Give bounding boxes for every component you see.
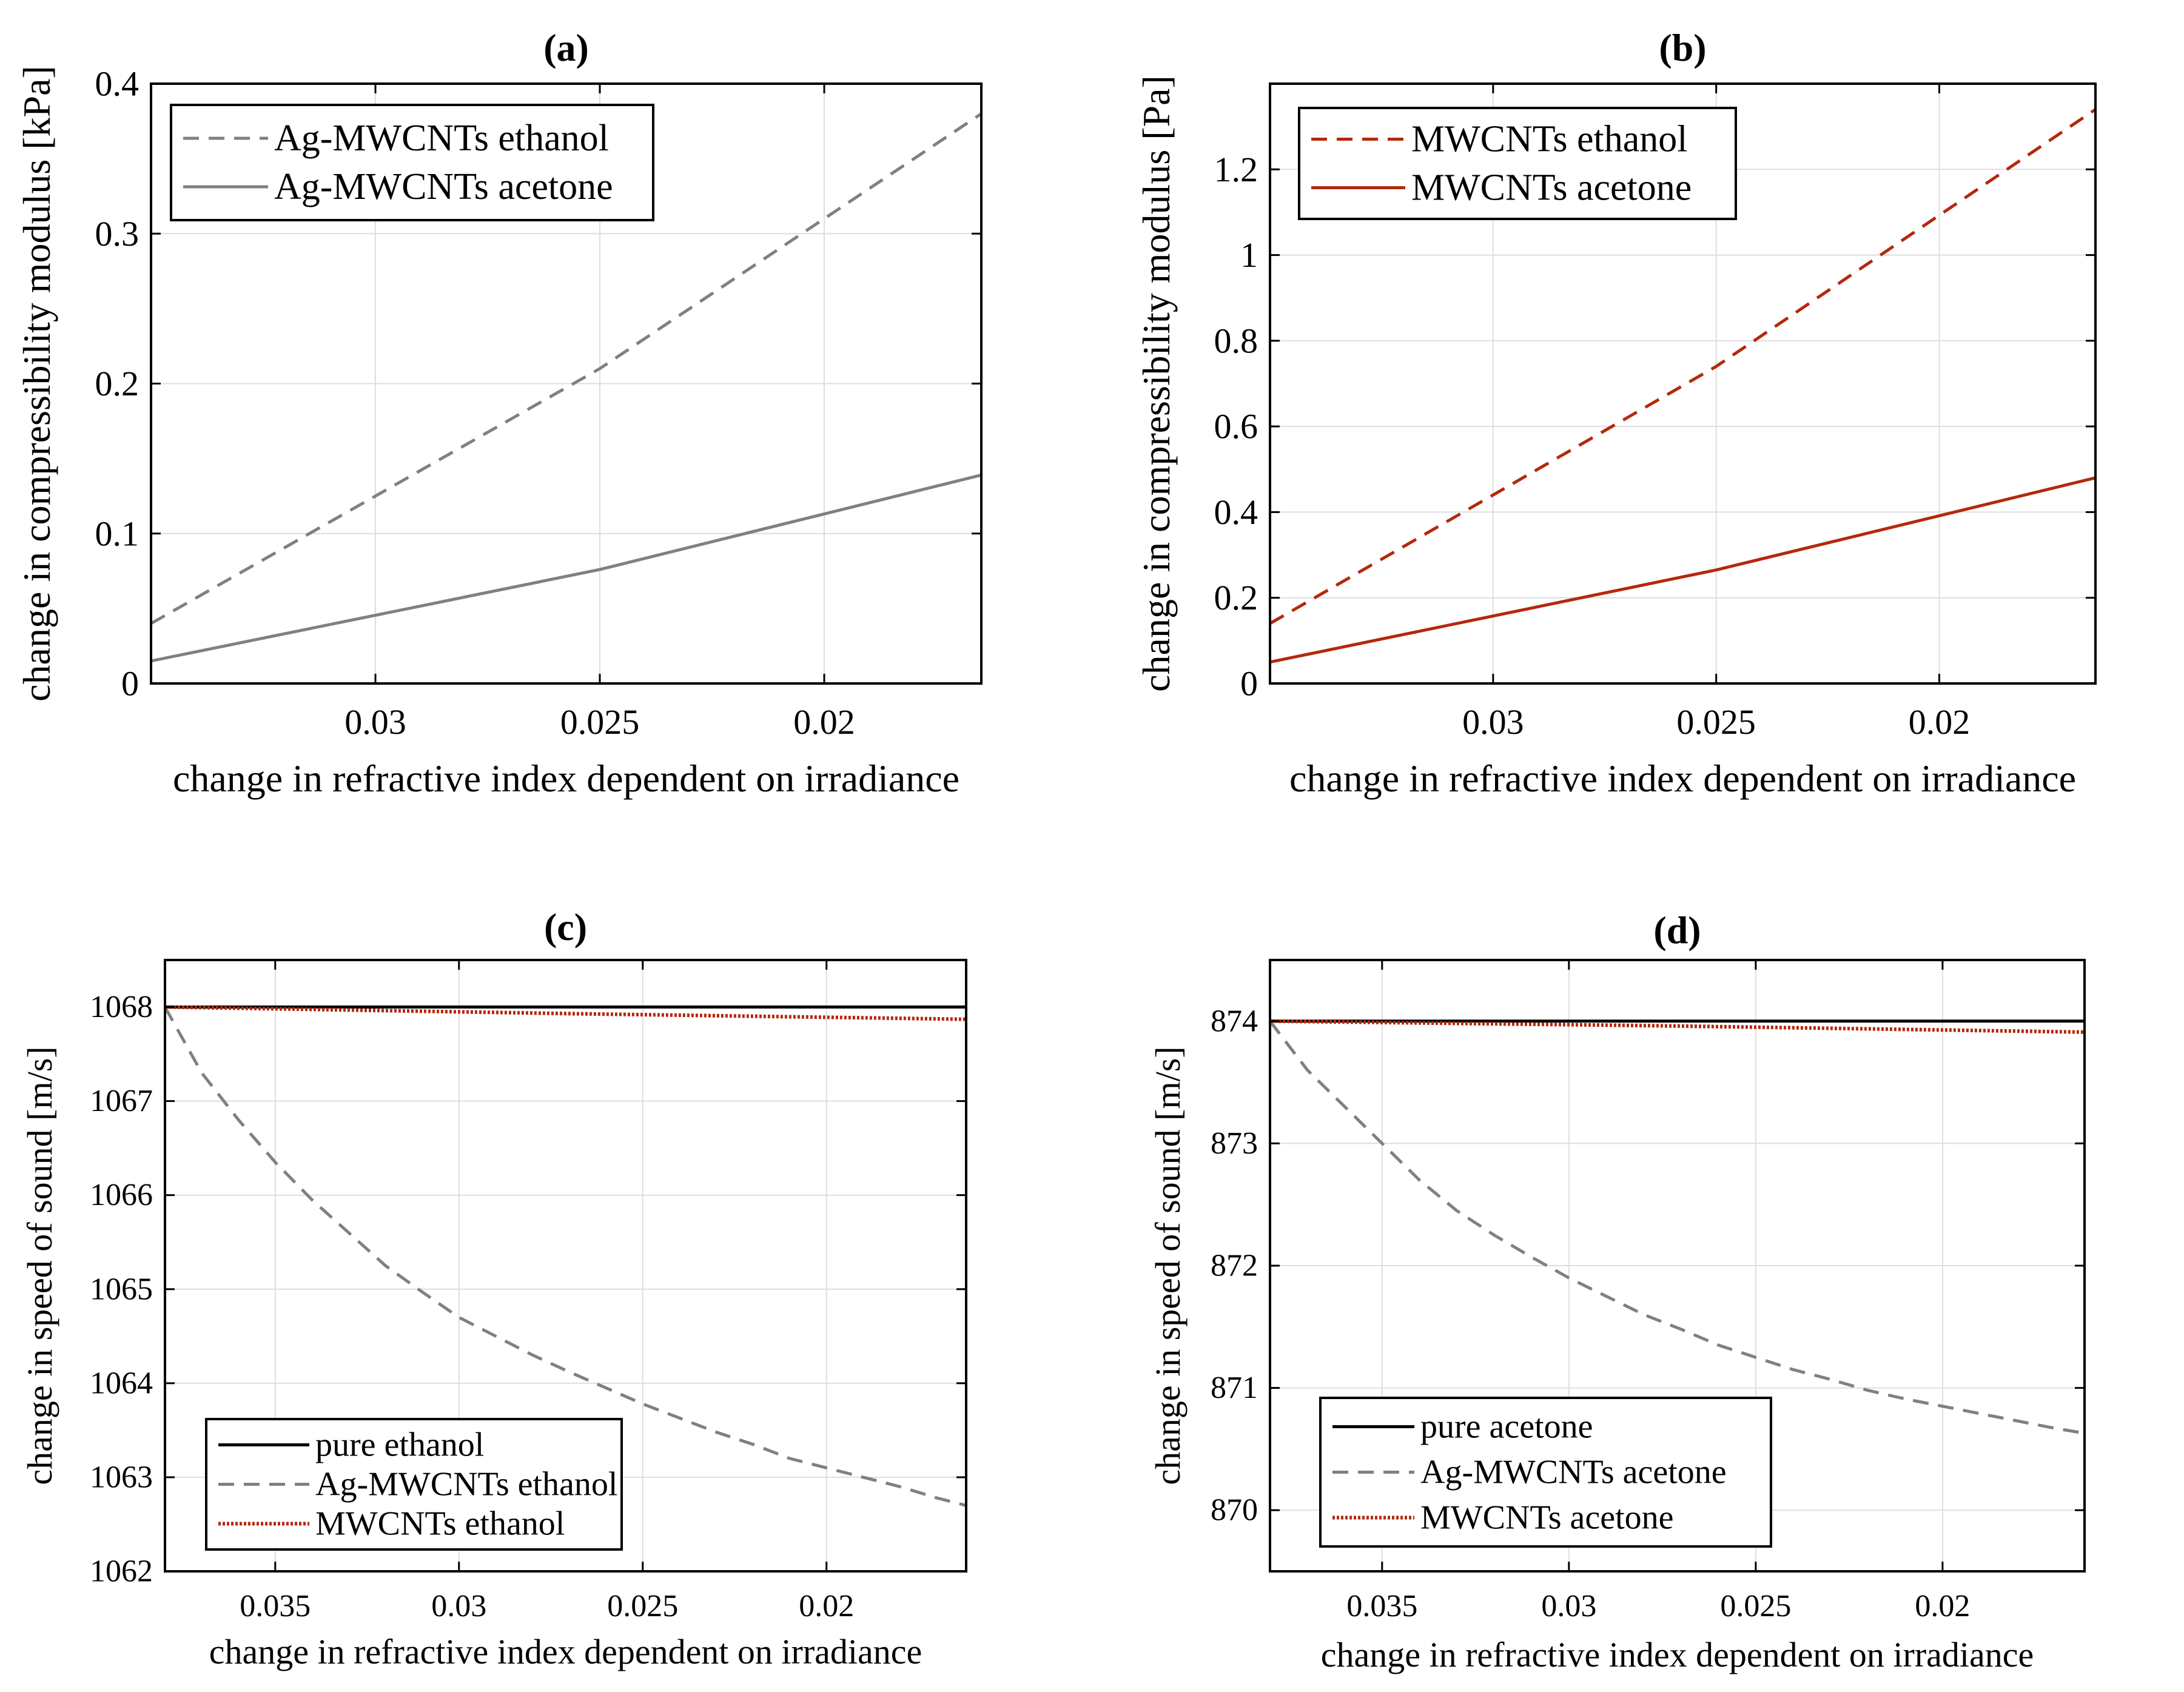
y-axis-label: change in compressibility modulus [Pa]: [1135, 75, 1178, 692]
y-tick-label: 0.2: [95, 364, 139, 403]
chart-panel-d: 0.035 0.03 0.025 0.02 870 871 872 873 874 (d) chan…: [1148, 908, 2086, 1674]
series-line-a-0: [150, 112, 983, 625]
legend-label: Ag-MWCNTs acetone: [1420, 1454, 1727, 1491]
plot-frame: [164, 959, 967, 1573]
y-tick-label: 1063: [90, 1460, 153, 1494]
legend-label: MWCNTs ethanol: [1411, 119, 1687, 160]
x-tick-label: 0.02: [799, 1589, 854, 1623]
plot-frame: [1269, 82, 2097, 685]
x-tick-label: 0.035: [240, 1589, 311, 1623]
legend: Ag-MWCNTs ethanol Ag-MWCNTs acetone: [170, 104, 654, 221]
legend-label: MWCNTs acetone: [1411, 167, 1692, 209]
y-axis-label: change in compressibility modulus [kPa]: [15, 65, 58, 702]
x-tick-label: 0.03: [344, 702, 406, 742]
y-tick-label: 1.2: [1214, 150, 1258, 189]
y-tick-label: 872: [1211, 1249, 1258, 1283]
x-tick-label: 0.03: [1462, 702, 1524, 742]
chart-title: (a): [543, 26, 589, 69]
y-axis-label: change in speed of sound [m/s]: [1148, 1046, 1188, 1485]
y-tick-label: 870: [1211, 1493, 1258, 1528]
y-tick-label: 0.4: [95, 64, 139, 104]
legend-label: Ag-MWCNTs acetone: [274, 166, 613, 207]
y-tick-label: 0: [1240, 664, 1258, 703]
x-tick-label: 0.035: [1346, 1589, 1417, 1623]
x-tick-label: 0.02: [1909, 702, 1971, 742]
chart-panel-b: 0.03 0.025 0.02 0 0.2 0.4 0.6 0.8 1 1.2 (b) change …: [1135, 26, 2097, 800]
x-tick-label: 0.02: [793, 702, 855, 742]
legend: MWCNTs ethanol MWCNTs acetone: [1298, 107, 1737, 220]
legend: pure acetone Ag-MWCNTs acetone MWCNTs acet…: [1319, 1397, 1772, 1548]
series-line-c-2: [164, 1005, 967, 1021]
y-tick-label: 1068: [90, 990, 153, 1024]
legend-box: [1319, 1397, 1772, 1548]
chart-title: (c): [544, 905, 587, 948]
series-line-d-1: [1269, 1020, 2085, 1435]
y-tick-label: 0.4: [1214, 492, 1258, 532]
series-line-a-1: [150, 473, 982, 663]
x-tick-label: 0.03: [1541, 1589, 1596, 1623]
series-line-b-1: [1269, 476, 2096, 664]
y-tick-label: 873: [1211, 1126, 1258, 1161]
y-tick-label: 0.8: [1214, 321, 1258, 360]
series-line-c-1: [163, 1006, 967, 1507]
legend-box: [1298, 107, 1737, 220]
x-tick-label: 0.025: [1720, 1589, 1791, 1623]
legend-box: [170, 104, 654, 221]
y-axis-label: change in speed of sound [m/s]: [20, 1046, 59, 1485]
x-axis-label: change in refractive index dependent on …: [209, 1632, 922, 1671]
y-tick-label: 874: [1211, 1004, 1258, 1038]
y-tick-label: 0: [121, 664, 139, 703]
chart-panel-c: 0.035 0.03 0.025 0.02 1062 1063 1064 1065 1066 10…: [20, 905, 967, 1671]
legend-label: pure acetone: [1420, 1408, 1593, 1446]
series-line-d-2: [1269, 1019, 2085, 1034]
y-tick-label: 871: [1211, 1371, 1258, 1405]
y-tick-label: 1067: [90, 1084, 153, 1118]
y-tick-label: 1: [1240, 235, 1258, 275]
y-tick-label: 0.6: [1214, 407, 1258, 446]
x-tick-label: 0.025: [1676, 702, 1756, 742]
legend-label: Ag-MWCNTs ethanol: [315, 1466, 617, 1503]
x-tick-label: 0.03: [431, 1589, 486, 1623]
x-tick-label: 0.025: [607, 1589, 678, 1623]
x-axis-label: change in refractive index dependent on …: [1289, 757, 2076, 800]
x-tick-label: 0.02: [1915, 1589, 1970, 1623]
y-tick-label: 1065: [90, 1272, 153, 1306]
y-tick-label: 0.2: [1214, 578, 1258, 617]
x-axis-label: change in refractive index dependent on …: [1321, 1635, 2034, 1674]
y-tick-label: 0.1: [95, 514, 139, 553]
series-line-b-0: [1269, 108, 2097, 625]
legend-label: MWCNTs ethanol: [315, 1505, 565, 1543]
chart-title: (d): [1653, 908, 1701, 952]
y-tick-label: 0.3: [95, 214, 139, 253]
chart-panel-a: 0.03 0.025 0.02 0 0.1 0.2 0.3 0.4 (a) change in r…: [15, 26, 983, 800]
y-tick-label: 1062: [90, 1554, 153, 1589]
legend-label: pure ethanol: [315, 1426, 484, 1464]
legend-label: Ag-MWCNTs ethanol: [274, 118, 609, 159]
x-tick-label: 0.025: [560, 702, 640, 742]
legend-label: MWCNTs acetone: [1420, 1499, 1674, 1537]
x-axis-label: change in refractive index dependent on …: [173, 757, 959, 800]
y-tick-label: 1066: [90, 1178, 153, 1212]
chart-title: (b): [1659, 26, 1706, 69]
y-tick-label: 1064: [90, 1366, 153, 1400]
